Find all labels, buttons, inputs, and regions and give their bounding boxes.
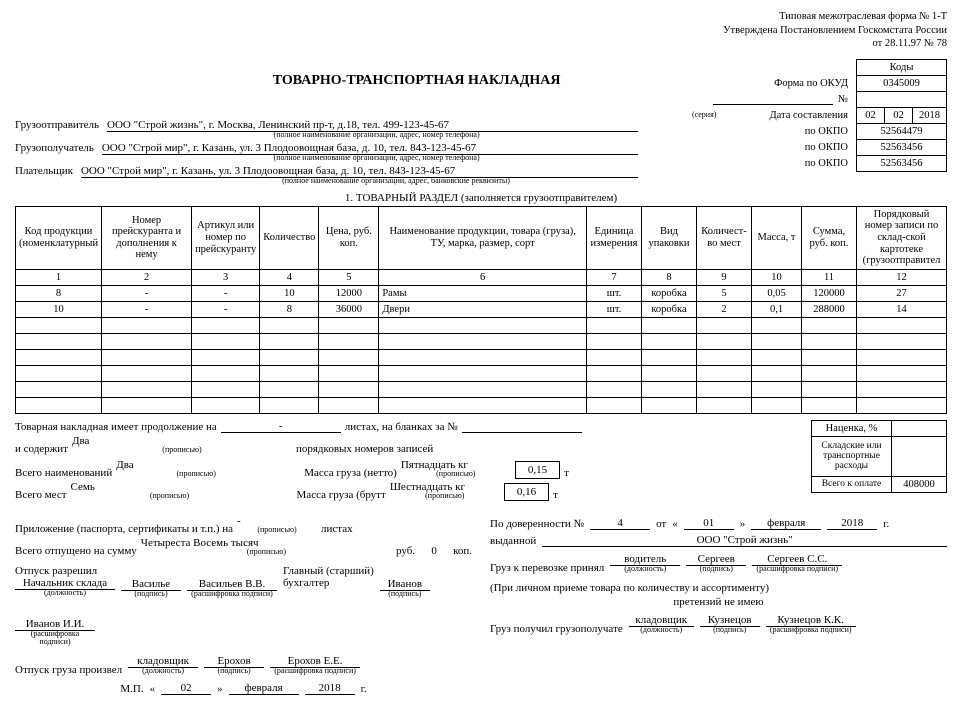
issued-to: ООО "Строй жизнь" [542,534,947,547]
table-row [16,317,947,333]
date-yyyy: 2018 [913,107,947,123]
consignee-hint: (полное наименование организации, адрес,… [115,154,677,162]
right-column: По доверенности № 4 от « 01 » февраля 20… [490,513,947,699]
table-row: 8--1012000Рамышт.коробка50,0512000027 [16,285,947,301]
okud-label: Форма по ОКУД [638,75,856,91]
mp-month: февраля [229,682,299,695]
poa-prefix: По доверенности № [490,518,584,530]
release-done: Отпуск груза произвел [15,664,122,676]
poa-month: февраля [751,517,821,530]
release-allowed: Отпуск разрешил [15,565,115,577]
h7: Единица измерения [587,206,642,269]
goods-table: Код продукции (номенклатурный Номер прей… [15,206,947,414]
okpo1: 52564479 [857,123,947,139]
total-label: Всего к оплате [812,476,892,492]
goods-nums-row: 12 34 56 78 910 1112 [16,269,947,285]
contains-suffix: порядковых номеров записей [296,443,433,455]
goods-header-row: Код продукции (номенклатурный Номер прей… [16,206,947,269]
date-label: Дата составления [769,110,848,121]
poa-year: 2018 [827,517,877,530]
h12: Порядковый номер записи по склад-ской ка… [857,206,947,269]
form-approved-date: от 28.11.97 № 78 [15,37,947,51]
h8: Вид упаковки [642,206,697,269]
mp-yyyy: 2018 [305,682,355,695]
payer-label: Плательщик [15,165,81,178]
table-row [16,349,947,365]
okpo3: 52563456 [857,155,947,171]
form-approved: Утверждена Постановлением Госкомстата Ро… [15,24,947,38]
sum-prefix: Всего отпущено на сумму [15,545,137,557]
personal-accept: (При личном приеме товара по количеству … [490,582,947,594]
h2: Номер прейскуранта и дополнения к нему [102,206,192,269]
mass-gross-label: Масса груза (брутт [297,489,386,501]
accepted-prefix: Груз к перевозке принял [490,562,604,574]
shipper-hint: (полное наименование организации, адрес,… [115,131,677,139]
chief-acc: бухгалтер [283,577,374,589]
h9: Количест-во мест [697,206,752,269]
cont-val: - [221,420,341,433]
costs-label: Складские или транспортные расходы [812,436,892,476]
h10: Масса, т [752,206,802,269]
mass-net-label: Масса груза (нетто) [304,467,397,479]
cont-suffix: листах, на бланках за № [345,421,458,433]
codes-title: Коды [857,59,947,75]
h11: Сумма, руб. коп. [802,206,857,269]
date-mm: 02 [885,107,913,123]
doc-num-cell [857,91,947,107]
table-row [16,333,947,349]
mass-gross-val: 0,16 [504,483,549,501]
h6: Наименование продукции, товара (груза), … [379,206,587,269]
cont-prefix: Товарная накладная имеет продолжение на [15,421,217,433]
mass-net-val: 0,15 [515,461,560,479]
shipper-label: Грузоотправитель [15,119,107,132]
h3: Артикул или номер по прейскуранту [192,206,260,269]
h1: Код продукции (номенклатурный [16,206,102,269]
form-meta: Типовая межотраслевая форма № 1-Т Утверж… [15,10,947,51]
h5: Цена, руб. коп. [319,206,379,269]
names-prefix: Всего наименований [15,467,112,479]
mp-dd: 02 [161,682,211,695]
payer-hint: (полное наименование организации, адрес,… [115,177,677,185]
okud-value: 0345009 [857,75,947,91]
section1-title: 1. ТОВАРНЫЙ РАЗДЕЛ (заполняется грузоотп… [15,192,947,204]
date-dd: 02 [857,107,885,123]
markup-label: Наценка, % [812,420,892,436]
no-claims: претензий не имею [490,596,947,608]
attach-prefix: Приложение (паспорта, сертификаты и т.п.… [15,523,233,535]
table-row [16,365,947,381]
left-column: Приложение (паспорта, сертификаты и т.п.… [15,513,472,699]
costs-val [892,436,947,476]
table-row: 10--836000Дверишт.коробка20,128800014 [16,301,947,317]
contains-prefix: и содержит [15,443,68,455]
num-label: № [838,94,848,105]
form-name: Типовая межотраслевая форма № 1-Т [15,10,947,24]
h4: Количество [260,206,319,269]
kop-val: 0 [419,545,449,557]
series-hint: (серия) [644,111,764,119]
markup-val [892,420,947,436]
chief-acc-title: Главный (старший) [283,565,374,577]
received-prefix: Груз получил грузополучате [490,623,623,635]
poa-dd: 01 [684,517,734,530]
table-row [16,397,947,413]
total-val: 408000 [892,476,947,492]
mp: М.П. [120,683,143,695]
consignee-label: Грузополучатель [15,142,102,155]
codes-block: Коды Форма по ОКУД0345009 № (серия) Дата… [638,59,947,172]
doc-title: ТОВАРНО-ТРАНСПОРТНАЯ НАКЛАДНАЯ [195,73,667,89]
issued-prefix: выданной [490,535,536,547]
okpo2: 52563456 [857,139,947,155]
poa-num: 4 [590,517,650,530]
side-totals: Наценка, % Складские или транспортные ра… [811,420,947,493]
attach-suffix: листах [321,523,353,535]
places-prefix: Всего мест [15,489,67,501]
table-row [16,381,947,397]
